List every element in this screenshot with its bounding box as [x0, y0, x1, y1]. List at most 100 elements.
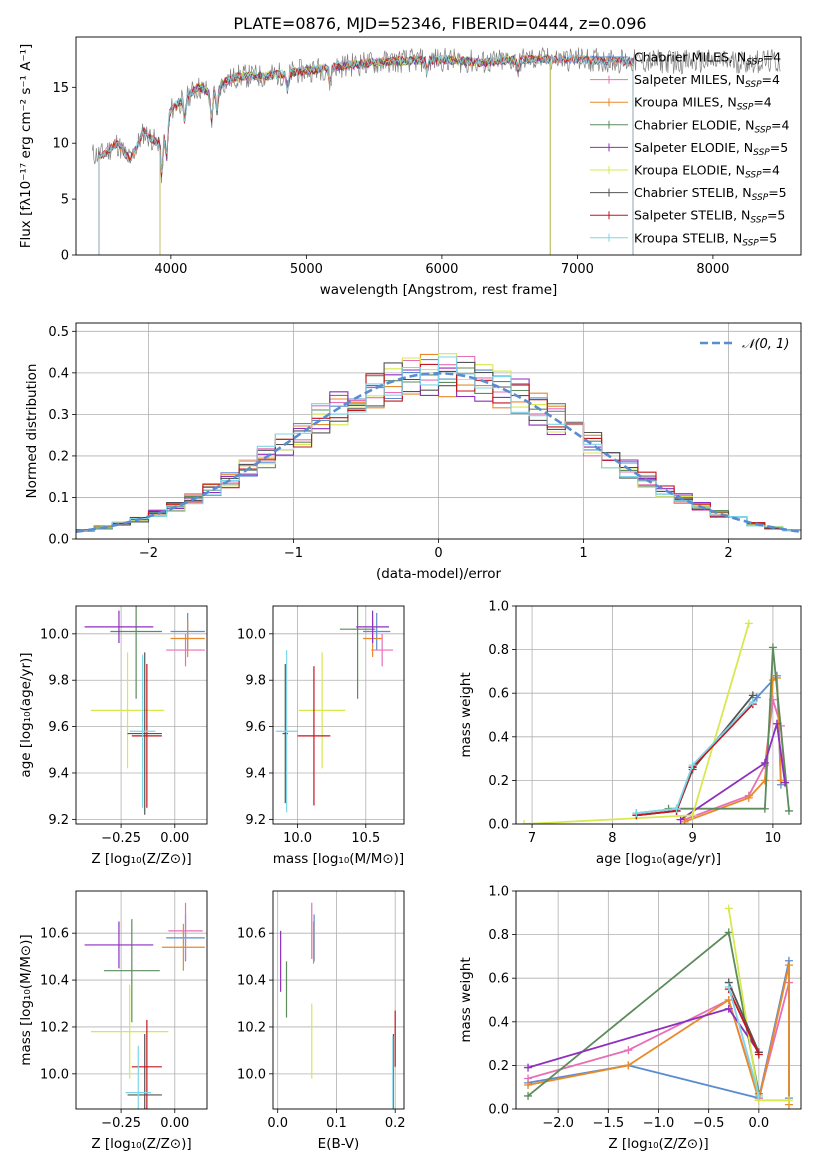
axes-frame: [515, 605, 802, 825]
model-line-chabrier-miles: [98, 53, 634, 255]
weight-point-salpeter-miles: [624, 1046, 633, 1055]
model-line-chabrier-stelib: [98, 54, 634, 255]
y-tick-label: 9.4: [245, 766, 266, 781]
x-tick-label: −1: [284, 546, 303, 561]
model-line-salpeter-elodie: [159, 53, 551, 255]
x-axis-label: E(B-V): [318, 1136, 360, 1152]
x-tick-label: −0.25: [101, 831, 141, 846]
weight-point-salpeter-elodie: [724, 1004, 733, 1013]
x-tick-label: 10: [765, 831, 782, 846]
weight-point-kroupa-elodie: [744, 619, 753, 628]
x-tick-label: 7000: [561, 262, 594, 277]
y-tick-label: 0.2: [488, 1059, 509, 1074]
residual-legend: 𝒩(0, 1): [700, 337, 789, 352]
x-tick-label: 0.00: [160, 1116, 189, 1131]
weight-point-kroupa-elodie: [520, 820, 529, 824]
weight-line-chabrier-stelib: [727, 982, 760, 1053]
y-tick-label: 9.6: [48, 720, 69, 735]
weight-point-kroupa-stelib: [688, 761, 697, 770]
y-tick-label: 10.0: [237, 1067, 266, 1082]
spectrum-legend: Chabrier MILES, NSSP=4 Salpeter MILES, NS…: [590, 50, 789, 248]
axes-frame: [75, 322, 802, 540]
weight-point-kroupa-miles: [680, 817, 689, 824]
y-tick-label: 0.6: [488, 687, 509, 702]
weight-point-chabrier-elodie: [760, 804, 769, 813]
x-tick-label: 4000: [154, 262, 187, 277]
x-axis-label: mass [log₁₀(M/M⊙)]: [273, 851, 404, 867]
weight-line-kroupa-miles: [684, 676, 782, 823]
x-tick-label: 1: [579, 546, 587, 561]
panel-weight-vs-age: 7 8 9 10 0.0 0.2 0.4 0.6 0.8 1.0 age [log₁₀(age/yr…: [458, 600, 802, 867]
y-tick-label: 0: [61, 249, 69, 264]
panel-spectrum: 4000 5000 6000 7000 8000 0 5 10 15 wavelength [An…: [18, 36, 802, 298]
model-line-kroupa-stelib: [98, 53, 634, 255]
y-axis-label: mass weight: [458, 672, 474, 757]
y-tick-label: 0.2: [488, 774, 509, 789]
legend-label-salpeter-elodie: Salpeter ELODIE, NSSP=5: [634, 140, 788, 158]
x-tick-label: 10.0: [283, 831, 312, 846]
y-tick-label: 0.0: [488, 1103, 509, 1118]
panel-weight-vs-Z: −2.0 −1.5 −1.0 −0.5 0.0 0.0 0.2 0.4 0.6 0.8 1.0 Z […: [458, 885, 802, 1152]
weight-point-chabrier-elodie: [524, 1091, 533, 1100]
y-tick-label: 0.4: [488, 1015, 509, 1030]
x-tick-label: 5000: [290, 262, 323, 277]
weight-line-salpeter-stelib: [727, 988, 760, 1055]
x-axis-label: wavelength [Angstrom, rest frame]: [320, 282, 558, 298]
normal-curve-line: [76, 371, 801, 533]
y-tick-label: 10.4: [237, 974, 266, 989]
panel-age-vs-Z: −0.25 0.00 9.2 9.4 9.6 9.8 10.0 Z [log₁₀(Z/Z⊙)]…: [18, 605, 208, 867]
x-tick-label: −1.0: [643, 1116, 675, 1131]
legend-label-salpeter-miles: Salpeter MILES, NSSP=4: [634, 72, 780, 90]
weight-line-chabrier-miles: [636, 673, 782, 814]
model-line-kroupa-miles: [98, 53, 634, 255]
weight-line-salpeter-elodie: [527, 1007, 760, 1069]
axes-frame: [75, 36, 802, 256]
y-tick-label: 0.8: [488, 928, 509, 943]
weight-point-kroupa-stelib: [724, 982, 733, 991]
weight-point-kroupa-miles: [776, 776, 785, 785]
plot-area: [84, 902, 205, 1109]
weight-point-kroupa-elodie: [688, 811, 697, 820]
weight-point-kroupa-miles: [760, 776, 769, 785]
y-tick-label: 9.2: [245, 813, 266, 828]
x-tick-label: 0: [434, 546, 442, 561]
y-tick-label: 1.0: [488, 885, 509, 900]
weight-line-salpeter-elodie: [680, 723, 786, 821]
axes-frame: [515, 890, 802, 1110]
y-tick-label: 0.1: [48, 491, 69, 506]
y-axis-label: mass weight: [458, 957, 474, 1042]
x-tick-label: 6000: [425, 262, 458, 277]
x-tick-label: 0.0: [267, 1116, 288, 1131]
x-tick-label: 2: [724, 546, 732, 561]
weight-point-kroupa-stelib: [632, 809, 641, 818]
y-tick-label: 0.2: [48, 449, 69, 464]
weight-point-salpeter-elodie: [524, 1063, 533, 1072]
x-axis-label: (data-model)/error: [376, 566, 502, 582]
x-axis-label: Z [log₁₀(Z/Z⊙)]: [91, 1136, 191, 1152]
x-tick-label: 8000: [696, 262, 729, 277]
weight-point-kroupa-miles: [744, 793, 753, 802]
weight-point-chabrier-elodie: [784, 806, 793, 815]
y-tick-label: 0.4: [48, 366, 69, 381]
model-line-kroupa-elodie: [159, 54, 551, 255]
x-tick-label: 0.2: [385, 1116, 406, 1131]
y-tick-label: 15: [52, 81, 69, 96]
y-tick-label: 10.0: [237, 627, 266, 642]
weight-point-kroupa-stelib: [754, 1091, 763, 1100]
model-line-salpeter-miles: [98, 53, 634, 255]
x-axis-label: age [log₁₀(age/yr)]: [596, 851, 721, 867]
weight-point-salpeter-elodie: [772, 719, 781, 728]
y-tick-label: 9.4: [48, 766, 69, 781]
x-tick-label: −0.25: [101, 1116, 141, 1131]
x-axis-label: Z [log₁₀(Z/Z⊙)]: [608, 1136, 708, 1152]
y-tick-label: 0.0: [488, 818, 509, 833]
weight-point-kroupa-stelib: [748, 697, 757, 706]
y-tick-label: 9.6: [245, 720, 266, 735]
y-tick-label: 10.0: [40, 1067, 69, 1082]
y-tick-label: 0.6: [488, 972, 509, 987]
x-tick-label: 0.00: [160, 831, 189, 846]
weight-line-chabrier-stelib: [636, 694, 754, 817]
y-tick-label: 0.5: [48, 325, 69, 340]
